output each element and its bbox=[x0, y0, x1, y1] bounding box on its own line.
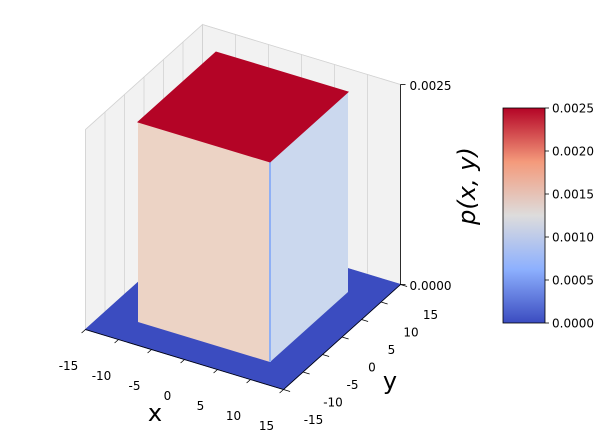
x-tick bbox=[213, 369, 218, 374]
colorbar-tick-label: 0.0005 bbox=[552, 274, 594, 288]
y-tick-label: 10 bbox=[403, 326, 418, 340]
y-tick bbox=[341, 336, 349, 340]
y-tick bbox=[380, 301, 388, 305]
colorbar-tick-label: 0.0010 bbox=[552, 231, 594, 245]
y-tick-label: 15 bbox=[423, 308, 438, 322]
y-tick bbox=[302, 371, 310, 375]
colorbar: 0.0000 0.0005 0.0010 0.0015 0.0020 0.0025 bbox=[502, 102, 594, 331]
x-tick bbox=[180, 359, 185, 364]
x-tick bbox=[81, 329, 86, 334]
z-tick-label: 0.0000 bbox=[410, 279, 452, 293]
y-tick bbox=[361, 319, 369, 322]
colorbar-tick-label: 0.0000 bbox=[552, 317, 594, 331]
z-tick-label: 0.0025 bbox=[410, 79, 452, 93]
x-tick bbox=[147, 349, 152, 354]
x-tick-label: -15 bbox=[59, 359, 79, 373]
x-tick-label: 5 bbox=[197, 399, 205, 413]
y-tick-label: -15 bbox=[304, 413, 324, 427]
x-tick-label: -10 bbox=[92, 369, 112, 383]
colorbar-gradient bbox=[502, 107, 546, 324]
y-tick bbox=[322, 354, 330, 357]
x-axis-label: x bbox=[148, 399, 162, 427]
y-tick-label: 0 bbox=[368, 361, 376, 375]
grid-line bbox=[85, 24, 203, 130]
plateau-side-front-right bbox=[270, 92, 348, 362]
x-tick-label: 0 bbox=[164, 389, 172, 403]
grid-line bbox=[202, 24, 401, 85]
y-tick-label: -5 bbox=[347, 378, 359, 392]
y-tick-label: 5 bbox=[388, 343, 396, 357]
colorbar-tick-label: 0.0025 bbox=[552, 102, 594, 116]
x-tick-label: -5 bbox=[129, 379, 141, 393]
x-tick-label: 15 bbox=[259, 419, 274, 433]
colorbar-tick-label: 0.0020 bbox=[552, 145, 594, 159]
y-axis-label: y bbox=[383, 367, 397, 395]
x-tick bbox=[246, 379, 251, 384]
z-axis-label: p(x, y) bbox=[453, 147, 481, 226]
x-tick-label: 10 bbox=[226, 409, 241, 423]
y-tick-label: -10 bbox=[323, 396, 343, 410]
x-tick bbox=[279, 389, 284, 394]
colorbar-tick-label: 0.0015 bbox=[552, 188, 594, 202]
y-tick bbox=[283, 389, 291, 392]
plateau-top bbox=[137, 51, 349, 163]
x-tick bbox=[114, 339, 119, 344]
plateau-side-front-left bbox=[138, 122, 270, 362]
